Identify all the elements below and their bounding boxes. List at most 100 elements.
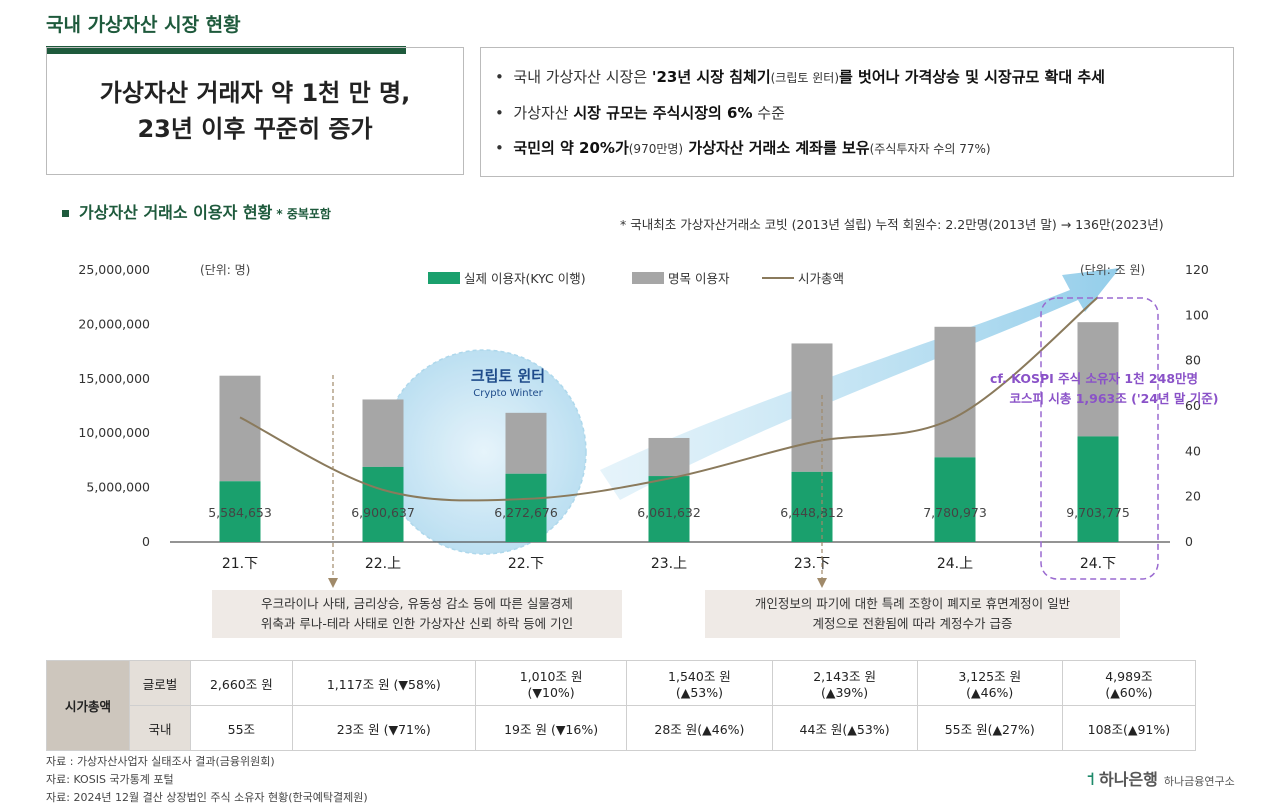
- bullet-item: • 가상자산 시장 규모는 주식시장의 6% 수준: [495, 104, 785, 122]
- bar-nominal-users: [648, 437, 690, 477]
- bar-kyc-users: [934, 457, 976, 542]
- x-category-label: 21.下: [222, 556, 258, 572]
- bar-value-label: 6,448,812: [780, 505, 844, 520]
- bar-kyc-users: [362, 466, 404, 542]
- table-cell: 1,117조 원 (▼58%): [291, 660, 476, 706]
- x-category-label: 24.上: [937, 556, 973, 572]
- y-right-tick-label: 100: [1185, 307, 1209, 322]
- sources: 자료 : 가상자산사업자 실태조사 결과(금융위원회) 자료: KOSIS 국가…: [46, 753, 368, 807]
- table-cell: 1,010조 원 (▼10%): [474, 660, 628, 706]
- x-category-label: 24.下: [1080, 556, 1116, 572]
- callout-2022-line-2: 위축과 루나-테라 사태로 인한 가상자산 신뢰 하락 등에 기인: [260, 616, 574, 631]
- headline-box: 가상자산 거래자 약 1천 만 명, 23년 이후 꾸준히 증가: [46, 47, 464, 175]
- x-category-label: 23.下: [794, 556, 830, 572]
- bar-nominal-users: [934, 326, 976, 458]
- table-cell: 108조(▲91%): [1061, 705, 1197, 751]
- table-cell: 2,660조 원: [190, 660, 293, 706]
- table-cell: 3,125조 원 (▲46%): [916, 660, 1063, 706]
- y-left-tick-label: 5,000,000: [86, 480, 150, 495]
- section-title: 국내 가상자산 시장 현황: [46, 14, 241, 36]
- highlight-box-24h2: [1040, 297, 1159, 580]
- table-cell: 44조 원(▲53%): [771, 705, 918, 751]
- logo-name: 하나은행: [1099, 770, 1158, 789]
- x-category-label: 22.上: [365, 556, 401, 572]
- hana-logo-icon: ˦: [1086, 769, 1095, 790]
- title-rule: [46, 46, 406, 54]
- user-market-cap-chart: 크립토 윈터 Crypto Winter 0 5,000,000 10,000,00…: [78, 262, 1219, 588]
- table-cell: 19조 원 (▼16%): [474, 705, 628, 751]
- crypto-winter-sub: Crypto Winter: [473, 388, 543, 399]
- table-header-market-cap: 시가총액: [46, 660, 130, 751]
- table-cell: 23조 원 (▼71%): [291, 705, 476, 751]
- bar-nominal-users: [505, 412, 547, 474]
- y-right-tick-label: 20: [1185, 489, 1201, 504]
- source-line: 자료 : 가상자산사업자 실태조사 결과(금융위원회): [46, 755, 275, 768]
- callout-2022-line-1: 우크라이나 사태, 금리상승, 유동성 감소 등에 따른 실물경제: [261, 596, 573, 611]
- bar-value-label: 5,584,653: [208, 505, 272, 520]
- bullet-item: • 국내 가상자산 시장은 '23년 시장 침체기(크립토 윈터)를 벗어나 가…: [495, 68, 1105, 86]
- y-left-tick-label: 25,000,000: [78, 262, 150, 277]
- bar-value-label: 6,900,637: [351, 505, 415, 520]
- table-row-domestic: 국내 55조 23조 원 (▼71%) 19조 원 (▼16%) 28조 원(▲…: [47, 705, 1197, 751]
- legend-label-nominal: 명목 이용자: [668, 271, 730, 286]
- legend-swatch-nominal: [632, 272, 664, 284]
- logo-sub: 하나금융연구소: [1163, 775, 1235, 788]
- growth-arrow: [600, 268, 1120, 500]
- bar-nominal-users: [219, 375, 261, 482]
- bar-value-label: 6,272,676: [494, 505, 558, 520]
- x-category-label: 23.上: [651, 556, 687, 572]
- row-label-global: 글로벌: [129, 660, 191, 706]
- y-right-tick-label: 80: [1185, 353, 1201, 368]
- y-right-tick-label: 40: [1185, 443, 1201, 458]
- table-row-global: 시가총액 글로벌 2,660조 원 1,117조 원 (▼58%) 1,010조…: [46, 660, 1197, 751]
- table-cell: 4,989조 (▲60%): [1061, 660, 1197, 706]
- table-cell: 55조: [190, 705, 293, 751]
- bar-nominal-users: [362, 399, 404, 467]
- headline-line-1: 가상자산 거래자 약 1천 만 명,: [99, 79, 411, 107]
- event-arrowhead-icon: [328, 578, 338, 588]
- bar-kyc-users: [219, 481, 261, 542]
- headline-line-2: 23년 이후 꾸준히 증가: [137, 115, 373, 143]
- table-cell: 55조 원(▲27%): [916, 705, 1063, 751]
- y-right-tick-label: 60: [1185, 398, 1201, 413]
- source-line: 자료: 2024년 12월 결산 상장법인 주식 소유자 현황(한국예탁결제원): [46, 791, 368, 804]
- y-left-tick-label: 20,000,000: [78, 316, 150, 331]
- row-label-domestic: 국내: [129, 705, 191, 751]
- bar-nominal-users: [791, 343, 833, 472]
- legend-label-kyc: 실제 이용자(KYC 이행): [464, 271, 586, 286]
- bar-kyc-users: [505, 473, 547, 542]
- legend-swatch-kyc: [428, 272, 460, 284]
- callout-2023: 개인정보의 파기에 대한 특례 조항이 폐지로 휴면계정이 일반 계정으로 전환…: [705, 590, 1120, 638]
- x-category-label: 22.下: [508, 556, 544, 572]
- legend-label-marketcap: 시가총액: [798, 271, 844, 286]
- bullet-box: • 국내 가상자산 시장은 '23년 시장 침체기(크립토 윈터)를 벗어나 가…: [480, 47, 1234, 177]
- y-left-tick-label: 10,000,000: [78, 425, 150, 440]
- market-cap-table: 시가총액 글로벌 2,660조 원 1,117조 원 (▼58%) 1,010조…: [46, 660, 1197, 751]
- bar-kyc-users: [1077, 436, 1119, 542]
- y-left-tick-label: 15,000,000: [78, 371, 150, 386]
- bar-nominal-users: [1077, 322, 1119, 437]
- event-arrowhead-icon: [817, 578, 827, 588]
- square-bullet-icon: [62, 210, 69, 217]
- callout-2023-line-1: 개인정보의 파기에 대한 특례 조항이 폐지로 휴면계정이 일반: [754, 596, 1071, 611]
- callout-2023-line-2: 계정으로 전환됨에 따라 계정수가 급증: [812, 616, 1013, 631]
- bar-value-label: 9,703,775: [1066, 505, 1130, 520]
- left-axis-unit: (단위: 명): [200, 263, 250, 277]
- hana-bank-logo: ˦ 하나은행 하나금융연구소: [1086, 766, 1235, 790]
- headline: 가상자산 거래자 약 1천 만 명, 23년 이후 꾸준히 증가: [100, 75, 410, 147]
- table-cell: 2,143조 원 (▲39%): [771, 660, 918, 706]
- source-line: 자료: KOSIS 국가통계 포털: [46, 773, 174, 786]
- bar-value-label: 7,780,973: [923, 505, 987, 520]
- chart-title-note: * 중복포함: [276, 207, 331, 221]
- chart-title: 가상자산 거래소 이용자 현황 * 중복포함: [62, 199, 331, 223]
- kospi-note-line-2: 코스피 시총 1,963조 ('24년 말 기준): [1010, 391, 1219, 406]
- bar-value-label: 6,061,632: [637, 505, 701, 520]
- market-cap-line: [239, 296, 1099, 502]
- kospi-note-line-1: cf. KOSPI 주식 소유자 1천 248만명: [990, 371, 1198, 386]
- y-right-tick-label: 0: [1185, 534, 1193, 549]
- bullet-item: • 국민의 약 20%가(970만명) 가상자산 거래소 계좌를 보유(주식투자…: [495, 139, 991, 157]
- korbit-note: * 국내최초 가상자산거래소 코빗 (2013년 설립) 누적 회원수: 2.2…: [620, 217, 1164, 232]
- bar-kyc-users: [791, 471, 833, 542]
- table-cell: 1,540조 원 (▲53%): [626, 660, 773, 706]
- legend: 실제 이용자(KYC 이행) 명목 이용자 시가총액: [428, 271, 844, 286]
